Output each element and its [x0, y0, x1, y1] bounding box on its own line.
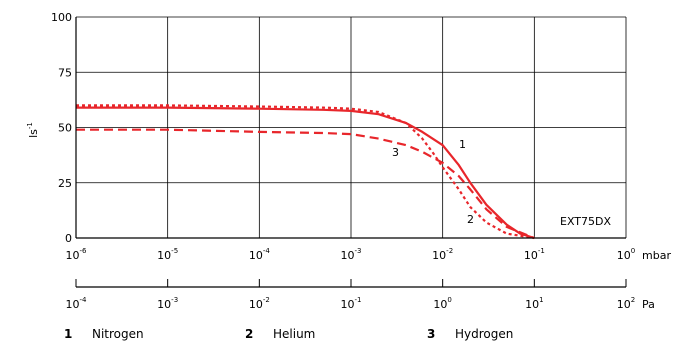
- x-tick-label-text: 10-5: [157, 247, 178, 262]
- legend-number: 1: [64, 327, 72, 341]
- x-unit-label: mbar: [642, 249, 671, 262]
- y-tick-label: 25: [58, 177, 72, 190]
- x-tick-label-text: 10-6: [66, 247, 88, 262]
- legend-item: 3 Hydrogen: [427, 327, 513, 341]
- legend-number: 2: [245, 327, 253, 341]
- legend-name: Helium: [273, 327, 315, 341]
- curve-label-3: 3: [392, 146, 399, 159]
- curve-label-2: 2: [467, 213, 474, 226]
- pa-tick-label: 100: [433, 296, 451, 311]
- legend-item: 2 Helium: [245, 327, 315, 341]
- pa-tick-label: 10-2: [249, 296, 270, 311]
- chart-grid: [76, 17, 626, 238]
- model-annotation: EXT75DX: [560, 215, 611, 228]
- x-tick-label-text: 10-1: [524, 247, 545, 262]
- chart-labels: 0 25 50 75 100 ls-1 10-6 10-5 10-4 10-3 10-2 10-1 10…: [26, 11, 671, 341]
- pa-tick-label-text: 100: [433, 296, 451, 311]
- x-tick-label: 100: [617, 247, 635, 262]
- series-line-2: [76, 105, 534, 238]
- x-tick-label-text: 10-4: [249, 247, 271, 262]
- pa-tick-label-text: 101: [525, 296, 543, 311]
- pa-tick-label: 10-3: [157, 296, 178, 311]
- x-tick-label: 10-2: [432, 247, 453, 262]
- pa-tick-label-text: 10-3: [157, 296, 178, 311]
- x-tick-label: 10-1: [524, 247, 545, 262]
- pa-tick-label: 102: [617, 296, 635, 311]
- y-tick-label: 0: [65, 232, 72, 245]
- pa-unit-label: Pa: [642, 298, 655, 311]
- x-tick-label: 10-6: [66, 247, 88, 262]
- x-tick-label: 10-4: [249, 247, 271, 262]
- curve-label-1: 1: [459, 138, 466, 151]
- legend-name: Nitrogen: [92, 327, 144, 341]
- legend-name: Hydrogen: [455, 327, 513, 341]
- y-axis-label: ls-1: [26, 122, 40, 138]
- x-tick-label-text: 10-2: [432, 247, 453, 262]
- pa-tick-label-text: 10-2: [249, 296, 270, 311]
- pa-tick-label: 10-1: [341, 296, 362, 311]
- x-tick-label-text: 10-3: [341, 247, 362, 262]
- chart-series-layer: [76, 105, 534, 238]
- pa-tick-label: 10-4: [66, 296, 88, 311]
- x-tick-label: 10-5: [157, 247, 178, 262]
- pa-tick-label-text: 102: [617, 296, 635, 311]
- y-tick-label: 100: [51, 11, 72, 24]
- y-tick-label: 50: [58, 122, 72, 135]
- legend-number: 3: [427, 327, 435, 341]
- pa-tick-label-text: 10-4: [66, 296, 88, 311]
- legend-item: 1 Nitrogen: [64, 327, 144, 341]
- x-tick-label-text: 100: [617, 247, 635, 262]
- y-tick-label: 75: [58, 66, 72, 79]
- x-tick-label: 10-3: [341, 247, 362, 262]
- pa-tick-label-text: 10-1: [341, 296, 362, 311]
- pa-tick-label: 101: [525, 296, 543, 311]
